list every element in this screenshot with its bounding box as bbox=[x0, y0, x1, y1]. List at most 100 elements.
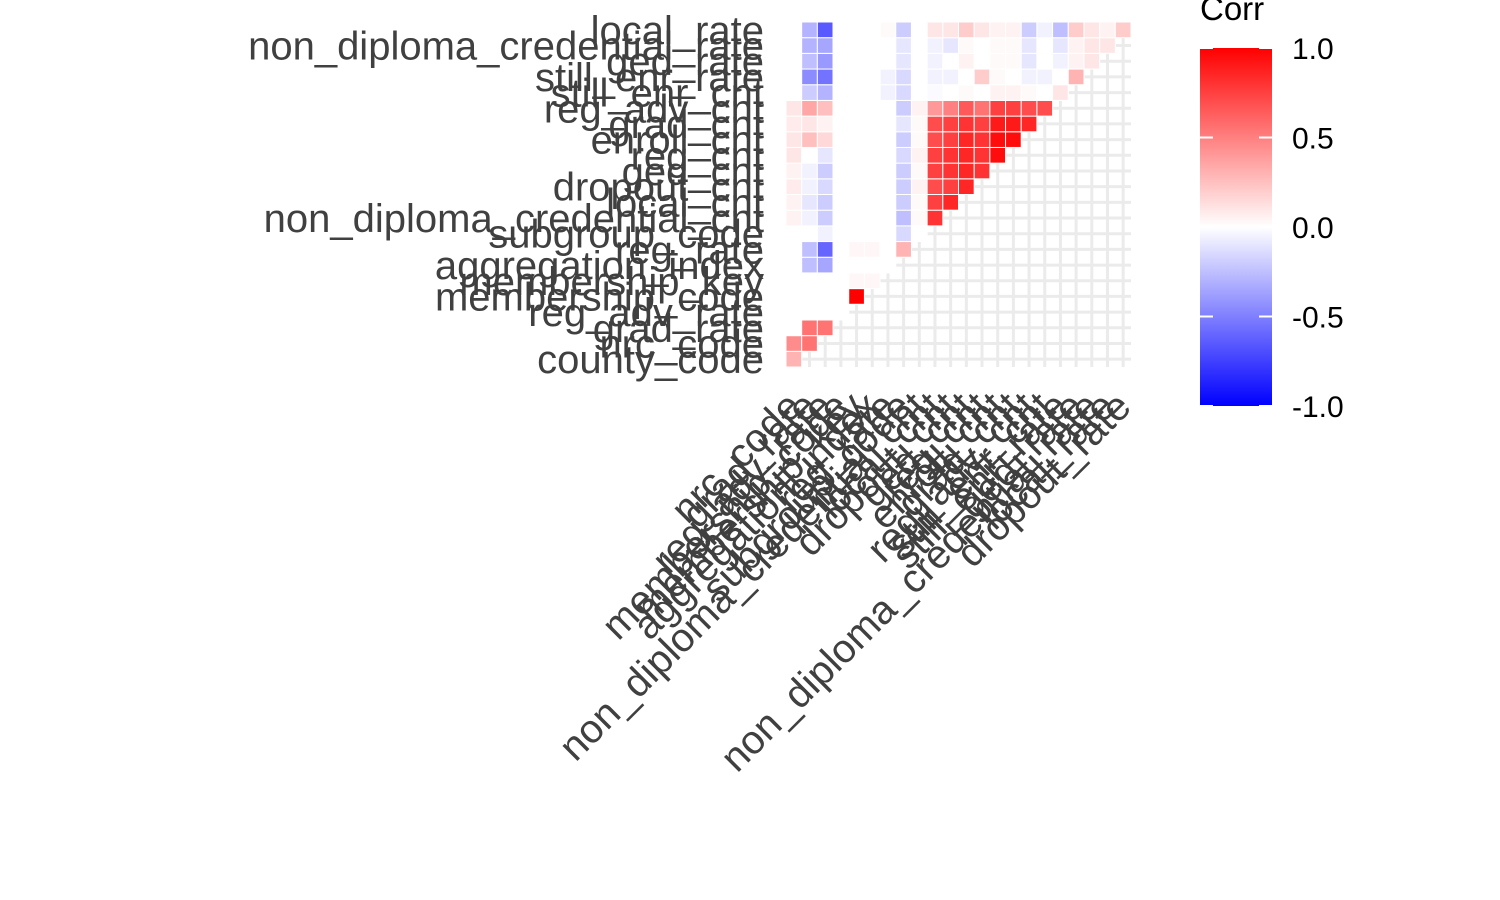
heatmap-tile bbox=[1020, 84, 1038, 101]
heatmap-tile bbox=[1005, 115, 1022, 133]
heatmap-tile bbox=[895, 241, 912, 258]
heatmap-tile bbox=[816, 272, 834, 290]
heatmap-tile bbox=[816, 37, 834, 54]
heatmap-tile bbox=[1083, 21, 1101, 39]
heatmap-tile bbox=[926, 21, 944, 39]
heatmap-tile bbox=[942, 178, 959, 195]
heatmap-tile bbox=[926, 37, 944, 54]
heatmap-tile bbox=[832, 131, 850, 148]
heatmap-tile bbox=[1005, 84, 1022, 101]
heatmap-tile bbox=[785, 162, 803, 180]
heatmap-tile bbox=[785, 115, 803, 133]
heatmap-tile bbox=[910, 115, 928, 133]
heatmap-tile bbox=[832, 178, 850, 195]
heatmap-tile bbox=[801, 84, 818, 101]
heatmap-tile bbox=[848, 209, 865, 227]
heatmap-tile bbox=[958, 84, 975, 101]
heatmap-tile bbox=[801, 335, 818, 352]
heatmap-tile bbox=[848, 52, 865, 70]
heatmap-tile bbox=[879, 209, 897, 227]
heatmap-tile bbox=[910, 209, 928, 227]
heatmap-tile bbox=[973, 146, 991, 164]
heatmap-tile bbox=[879, 256, 897, 274]
heatmap-tile bbox=[832, 209, 850, 227]
legend-tick-label: -0.5 bbox=[1292, 302, 1344, 335]
legend-tick-label: 1.0 bbox=[1292, 33, 1334, 66]
heatmap-tile bbox=[832, 288, 850, 305]
heatmap-tile bbox=[785, 84, 803, 101]
heatmap-tile bbox=[832, 37, 850, 54]
heatmap-tile bbox=[848, 272, 865, 290]
heatmap-tile bbox=[926, 115, 944, 133]
heatmap-tile bbox=[785, 131, 803, 148]
heatmap-tile bbox=[879, 225, 897, 243]
heatmap-tile bbox=[848, 194, 865, 211]
heatmap-tile bbox=[958, 131, 975, 148]
heatmap-tile bbox=[832, 241, 850, 258]
heatmap-tile bbox=[910, 68, 928, 86]
heatmap-tile bbox=[926, 146, 944, 164]
heatmap-tile bbox=[848, 131, 865, 148]
heatmap-tile bbox=[801, 115, 818, 133]
y-tick-label: reg_adv_rate bbox=[528, 291, 764, 335]
heatmap-tile bbox=[1052, 37, 1069, 54]
heatmap-tile bbox=[879, 37, 897, 54]
heatmap-tile bbox=[832, 303, 850, 321]
heatmap-tile bbox=[1005, 99, 1022, 117]
heatmap-tile bbox=[863, 68, 881, 86]
heatmap-tile bbox=[863, 162, 881, 180]
heatmap-tile bbox=[926, 162, 944, 180]
heatmap-tile bbox=[926, 99, 944, 117]
heatmap-tile bbox=[785, 256, 803, 274]
y-tick-label: non_diploma_credential_rate bbox=[248, 25, 764, 69]
legend: Corr 1.0 0.5 0.0 -0.5 -1.0 bbox=[1200, 0, 1344, 424]
heatmap-tile bbox=[785, 335, 803, 352]
heatmap-tile bbox=[785, 225, 803, 243]
legend-tick-label: -1.0 bbox=[1292, 391, 1344, 424]
heatmap-tile bbox=[863, 37, 881, 54]
heatmap-tile bbox=[942, 162, 959, 180]
heatmap-tile bbox=[863, 131, 881, 148]
heatmap-tile bbox=[942, 194, 959, 211]
heatmap-tile bbox=[785, 146, 803, 164]
heatmap-tile bbox=[895, 178, 912, 195]
y-tick-label: enroll_cnt bbox=[591, 119, 764, 163]
heatmap-tile bbox=[1036, 52, 1054, 70]
heatmap-tile bbox=[926, 194, 944, 211]
legend-title: Corr bbox=[1200, 0, 1264, 27]
heatmap-tile bbox=[816, 115, 834, 133]
heatmap-tile bbox=[926, 84, 944, 101]
y-tick-label: reg_rate bbox=[615, 228, 764, 272]
heatmap-tile bbox=[816, 68, 834, 86]
heatmap-tile bbox=[801, 162, 818, 180]
heatmap-tile bbox=[785, 194, 803, 211]
heatmap-tile bbox=[989, 146, 1007, 164]
heatmap-tile bbox=[816, 99, 834, 117]
heatmap-tile bbox=[1020, 37, 1038, 54]
heatmap-tile bbox=[832, 115, 850, 133]
heatmap-tile bbox=[879, 68, 897, 86]
heatmap-tile bbox=[848, 68, 865, 86]
heatmap-tile bbox=[1052, 68, 1069, 86]
heatmap-tile bbox=[801, 131, 818, 148]
heatmap-tile bbox=[958, 52, 975, 70]
heatmap-tiles bbox=[785, 21, 1132, 368]
heatmap-tile bbox=[895, 52, 912, 70]
heatmap-tile bbox=[958, 162, 975, 180]
heatmap-tile bbox=[910, 225, 928, 243]
heatmap-tile bbox=[801, 178, 818, 195]
heatmap-tile bbox=[973, 37, 991, 54]
heatmap-tile bbox=[895, 162, 912, 180]
heatmap-tile bbox=[863, 146, 881, 164]
heatmap-tile bbox=[942, 99, 959, 117]
heatmap-tile bbox=[832, 225, 850, 243]
heatmap-tile bbox=[910, 131, 928, 148]
heatmap-tile bbox=[816, 21, 834, 39]
heatmap-tile bbox=[801, 146, 818, 164]
y-tick-label: ged_cnt bbox=[622, 150, 764, 194]
heatmap-tile bbox=[942, 84, 959, 101]
heatmap-tile bbox=[973, 131, 991, 148]
heatmap-tile bbox=[989, 115, 1007, 133]
y-tick-label: grad_cnt bbox=[608, 103, 764, 147]
